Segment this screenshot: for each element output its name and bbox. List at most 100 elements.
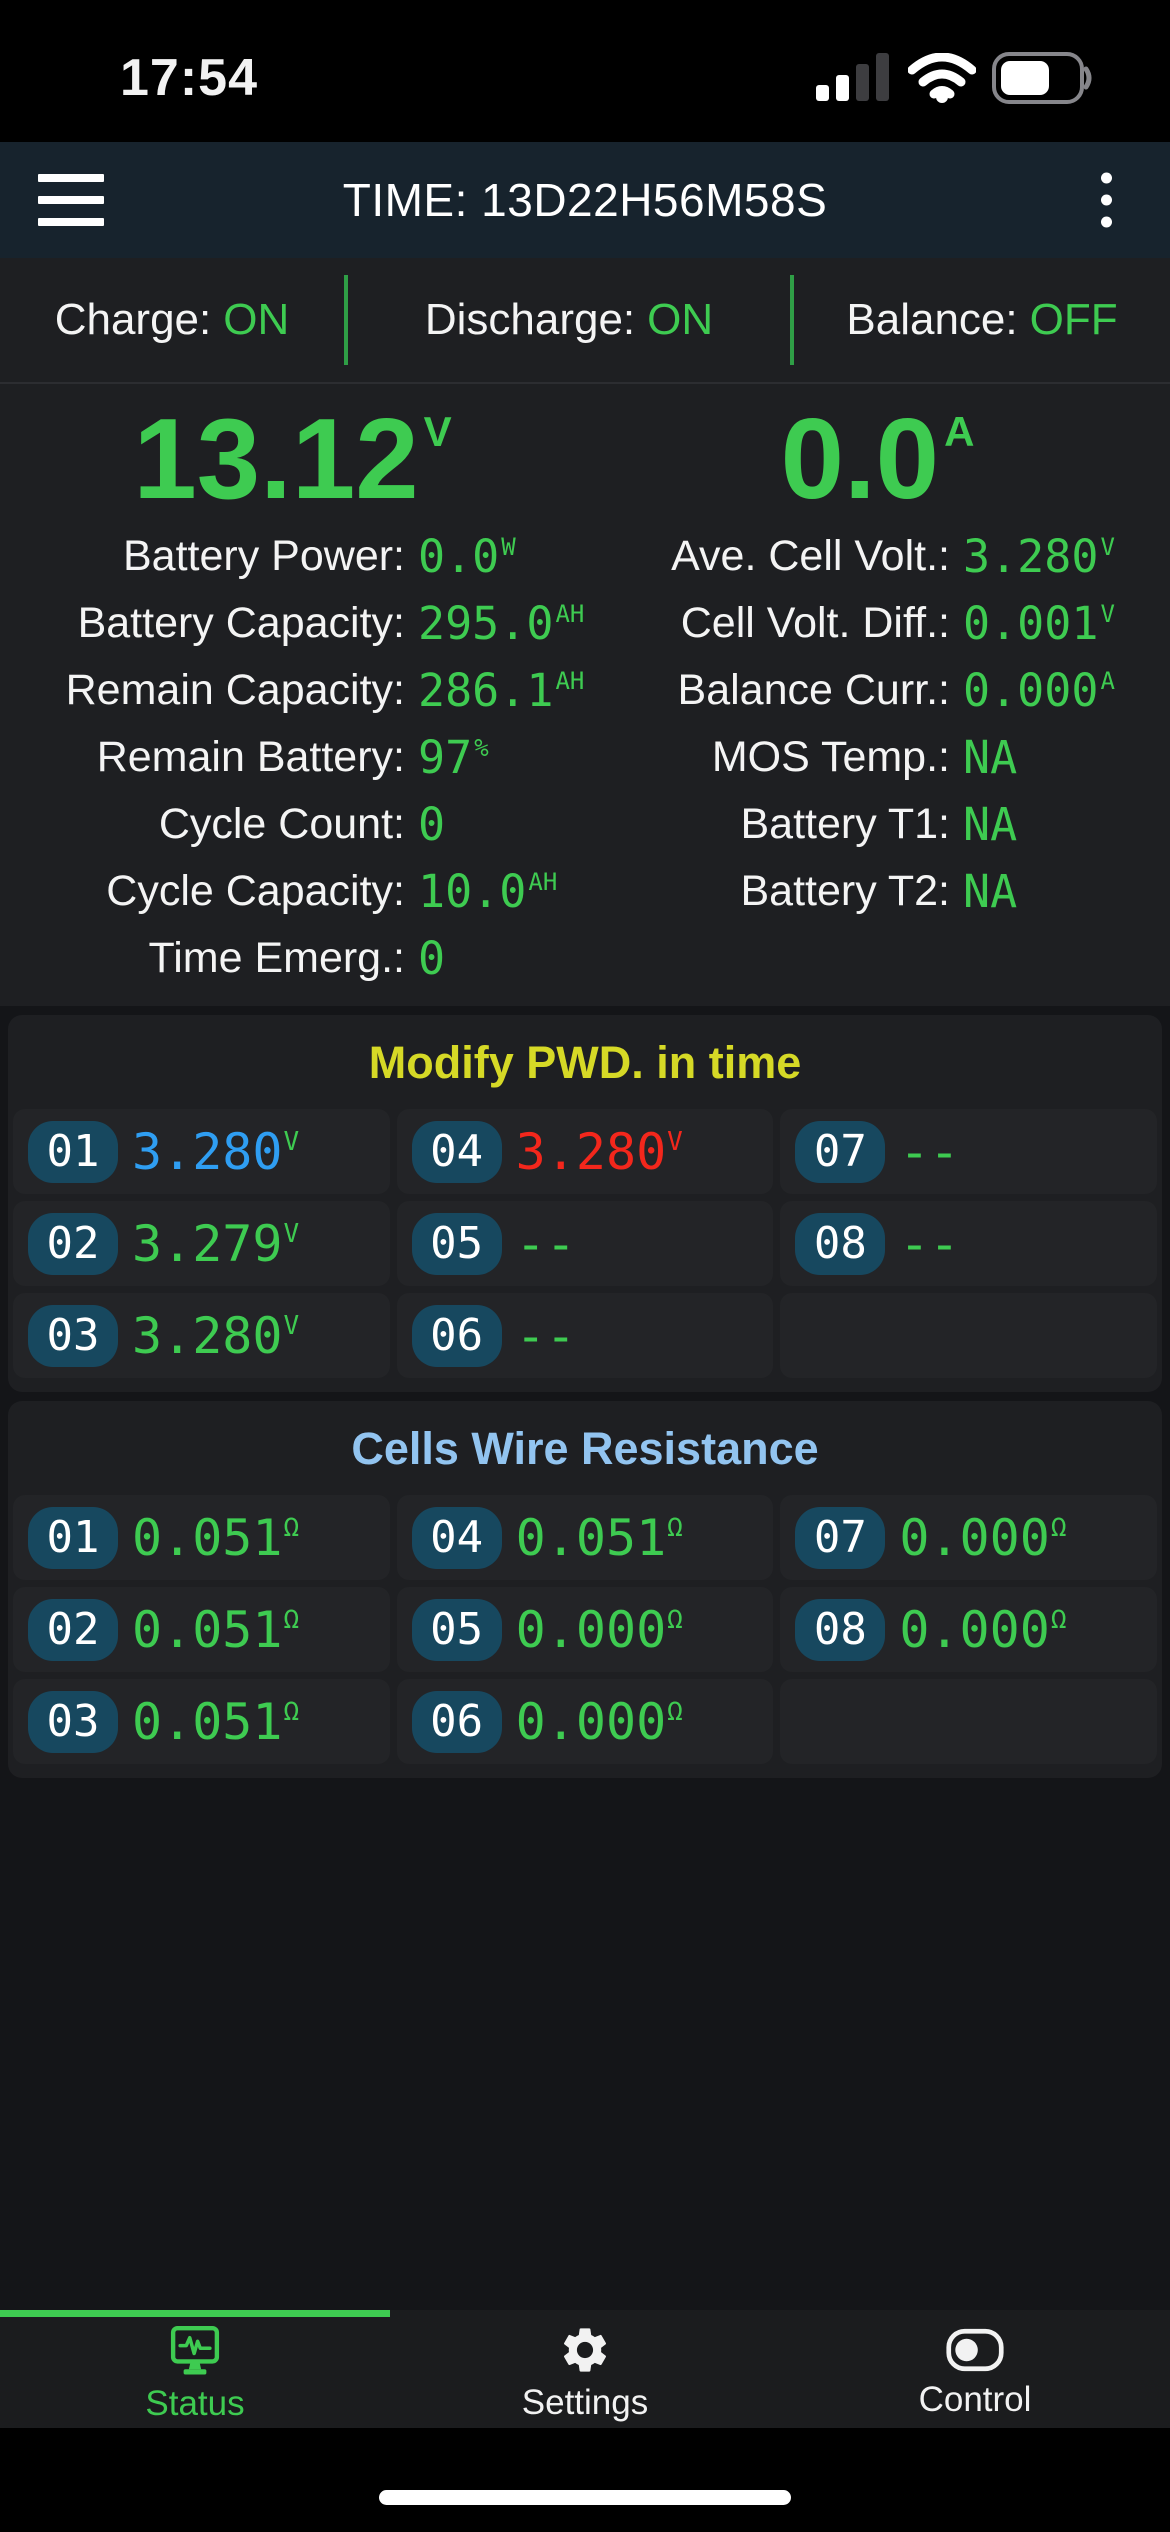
resistance-card: 03 0.051Ω [13, 1679, 390, 1765]
resistance-value: 0.051Ω [132, 1692, 300, 1751]
cell-voltage-card: 08 -- [780, 1201, 1157, 1287]
cell-voltage-value: 3.279V [132, 1214, 300, 1273]
bottom-tab-bar: Status Settings Control [0, 2310, 1170, 2428]
ios-status-bar: 17:54 [0, 0, 1170, 142]
cell-number-badge: 01 [28, 1120, 118, 1183]
stat-battery-capacity: Battery Capacity: 295.0AH [77, 597, 585, 651]
cell-number-badge: 08 [795, 1212, 886, 1275]
cell-number-badge: 02 [28, 1598, 118, 1661]
divider [344, 275, 348, 365]
resistance-card: 01 0.051Ω [13, 1495, 390, 1581]
resistance-grid: 01 0.051Ω 04 0.051Ω 07 0.000Ω 02 0.051Ω … [8, 1495, 1162, 1765]
voltage-unit: V [423, 408, 452, 455]
stat-remain-battery: Remain Battery: 97% [96, 731, 489, 785]
cell-voltage-value: -- [515, 1214, 576, 1273]
cell-number-badge: 05 [411, 1598, 502, 1661]
charge-status: Charge: ON [54, 295, 290, 344]
cell-number-badge: 07 [795, 1506, 886, 1569]
tab-label: Status [145, 2384, 245, 2423]
stats-column-right: Ave. Cell Volt.: 3.280V Cell Volt. Diff.… [585, 523, 1170, 992]
cell-voltage-card: 01 3.280V [13, 1109, 390, 1195]
stats-column-left: Battery Power: 0.0W Battery Capacity: 29… [0, 523, 585, 992]
discharge-status: Discharge: ON [424, 295, 714, 344]
home-indicator-area [0, 2428, 1170, 2532]
cell-voltage-card: 03 3.280V [13, 1293, 390, 1379]
modify-pwd-title: Modify PWD. in time [368, 1037, 802, 1089]
charge-status-value: ON [223, 295, 290, 344]
balance-status-value: OFF [1029, 295, 1118, 344]
divider [790, 275, 794, 365]
cell-voltage-card: 02 3.279V [13, 1201, 390, 1287]
clock-time: 17:54 [120, 49, 258, 107]
toggle-icon [946, 2328, 1004, 2372]
tab-control[interactable]: Control [780, 2310, 1170, 2428]
cell-voltage-value: -- [899, 1214, 960, 1273]
wire-resistance-section: Cells Wire Resistance 01 0.051Ω 04 0.051… [8, 1401, 1162, 1779]
cell-number-badge: 04 [411, 1120, 502, 1183]
current-unit: A [944, 408, 975, 455]
battery-stats: Battery Power: 0.0W Battery Capacity: 29… [0, 523, 1170, 1006]
resistance-value: 0.000Ω [515, 1600, 683, 1659]
total-voltage-gauge: 13.12 V [133, 396, 452, 523]
cell-voltage-value: 3.280V [515, 1122, 683, 1181]
status-panel: Charge: ON Discharge: ON Balance: OFF 13… [0, 258, 1170, 1007]
cell-voltage-card: 05 -- [396, 1201, 774, 1287]
resistance-value: 0.000Ω [899, 1508, 1067, 1567]
status-bar-icons [816, 52, 1092, 104]
resistance-card: 02 0.051Ω [13, 1587, 390, 1673]
stat-battery-t2: Battery T2: NA [740, 865, 1018, 919]
cell-number-badge: 06 [411, 1304, 502, 1367]
resistance-value: 0.051Ω [132, 1508, 300, 1567]
total-current-gauge: 0.0 A [780, 396, 975, 523]
wire-resistance-title: Cells Wire Resistance [351, 1423, 819, 1475]
cell-voltage-card: 06 -- [396, 1293, 774, 1379]
cell-number-badge: 03 [28, 1690, 118, 1753]
more-options-icon[interactable] [1101, 172, 1112, 228]
cell-voltage-value: -- [515, 1306, 576, 1365]
active-tab-indicator [0, 2310, 390, 2317]
cell-number-badge: 06 [411, 1690, 502, 1753]
tab-settings[interactable]: Settings [390, 2310, 780, 2428]
stat-balance-curr: Balance Curr.: 0.000A [677, 664, 1115, 718]
gear-icon [563, 2328, 607, 2372]
monitor-pulse-icon [170, 2325, 220, 2375]
resistance-value: 0.000Ω [515, 1692, 683, 1751]
stat-remain-capacity: Remain Capacity: 286.1AH [65, 664, 585, 718]
resistance-card-empty [780, 1679, 1157, 1765]
tab-status[interactable]: Status [0, 2310, 390, 2428]
cell-number-badge: 04 [411, 1506, 502, 1569]
resistance-card: 07 0.000Ω [780, 1495, 1157, 1581]
home-indicator[interactable] [379, 2490, 791, 2505]
cell-voltage-grid: 01 3.280V 04 3.280V 07 -- 02 3.279V 05 -… [8, 1109, 1162, 1379]
stat-ave-cell-volt: Ave. Cell Volt.: 3.280V [671, 530, 1115, 584]
battery-icon [992, 52, 1092, 104]
cellular-signal-icon [816, 53, 889, 101]
cell-voltage-card: 07 -- [780, 1109, 1157, 1195]
resistance-card: 08 0.000Ω [780, 1587, 1157, 1673]
resistance-card: 04 0.051Ω [396, 1495, 774, 1581]
stat-cycle-count: Cycle Count: 0 [158, 798, 446, 852]
stat-battery-t1: Battery T1: NA [740, 798, 1018, 852]
stat-time-emerg: Time Emerg.: 0 [148, 932, 446, 986]
resistance-card: 05 0.000Ω [396, 1587, 774, 1673]
cell-number-badge: 07 [795, 1120, 886, 1183]
cell-number-badge: 05 [411, 1212, 502, 1275]
cell-voltage-value: 3.280V [132, 1122, 300, 1181]
cell-number-badge: 08 [795, 1598, 886, 1661]
cell-voltage-card-empty [780, 1293, 1157, 1379]
resistance-value: 0.051Ω [132, 1600, 300, 1659]
tab-label: Settings [521, 2383, 649, 2422]
stat-cycle-capacity: Cycle Capacity: 10.0AH [106, 865, 558, 919]
cell-voltage-value: 3.280V [132, 1306, 300, 1365]
gauges-row: 13.12 V 0.0 A [0, 384, 1170, 523]
cell-voltages-section: Modify PWD. in time 01 3.280V 04 3.280V … [8, 1015, 1162, 1393]
switch-status-row: Charge: ON Discharge: ON Balance: OFF [0, 258, 1170, 384]
cell-number-badge: 03 [28, 1304, 118, 1367]
stat-battery-power: Battery Power: 0.0W [123, 530, 516, 584]
stat-mos-temp: MOS Temp.: NA [711, 731, 1018, 785]
app-header: TIME: 13D22H56M58S [0, 142, 1170, 258]
stat-cell-volt-diff: Cell Volt. Diff.: 0.001V [680, 597, 1115, 651]
menu-icon[interactable] [38, 174, 104, 226]
resistance-value: 0.051Ω [515, 1508, 683, 1567]
resistance-value: 0.000Ω [899, 1600, 1067, 1659]
